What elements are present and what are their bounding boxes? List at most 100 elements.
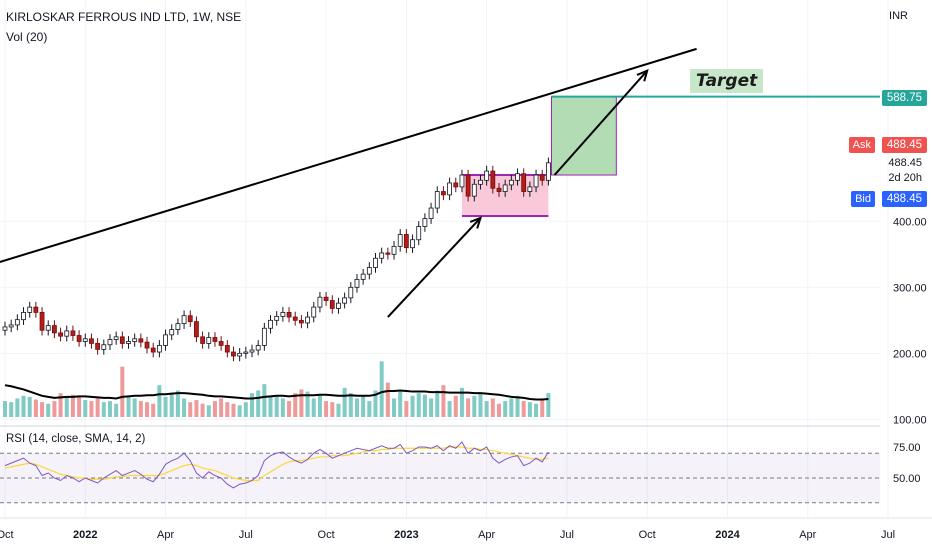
- arrow-shaft: [387, 217, 482, 318]
- candle-body: [181, 315, 187, 325]
- volume-bar: [101, 402, 106, 417]
- arrow-shaft: [553, 70, 648, 176]
- last-price-text: 488.45: [888, 157, 922, 169]
- candle-body: [360, 273, 366, 280]
- resistance-trendline: [0, 47, 697, 263]
- candle-body: [311, 306, 317, 318]
- volume-bar: [27, 396, 32, 417]
- candle-body: [354, 278, 360, 288]
- volume-bar: [188, 402, 193, 417]
- time-axis[interactable]: Oct 2022 Apr Jul Oct 2023 Apr Jul Oct 2024 Apr Jul: [0, 529, 895, 541]
- volume-bar: [534, 403, 539, 417]
- candle-body: [298, 319, 304, 324]
- candle-body: [533, 174, 539, 188]
- candle-body: [329, 300, 335, 309]
- candle-body: [546, 162, 551, 181]
- candle-body: [237, 352, 243, 357]
- volume-bar: [410, 395, 415, 417]
- volume-bar: [373, 390, 378, 417]
- time-tick-label: Oct: [639, 529, 656, 541]
- candle-body: [274, 315, 280, 321]
- candle-body: [521, 173, 527, 192]
- candle-body: [342, 297, 348, 304]
- volume-bar: [83, 400, 88, 417]
- candle-body: [144, 341, 150, 349]
- candle-body: [64, 330, 70, 337]
- volume-bar: [422, 394, 427, 417]
- volume-bar: [546, 393, 551, 417]
- volume-bar: [243, 402, 248, 417]
- volume-bar: [169, 393, 174, 417]
- candle-body: [138, 338, 144, 343]
- price-tick-label: 100.00: [893, 414, 927, 426]
- candle-body: [527, 186, 533, 192]
- volume-indicator-label[interactable]: Vol (20): [6, 30, 48, 44]
- arrow-head: [469, 216, 483, 229]
- time-tick-label: Oct: [318, 529, 335, 541]
- candle-body: [8, 324, 14, 328]
- bid-label: Bid: [851, 191, 875, 207]
- time-tick-label: Apr: [478, 529, 495, 541]
- volume-bar: [175, 390, 180, 417]
- time-tick-label: 2023: [394, 529, 418, 541]
- candlesticks: [2, 157, 551, 362]
- candle-body: [169, 329, 175, 336]
- target-annotation[interactable]: Target: [690, 69, 764, 93]
- candle-body: [416, 226, 422, 241]
- volume-bar: [490, 398, 495, 417]
- volume-bar: [163, 396, 168, 417]
- candle-body: [434, 191, 440, 209]
- candle-body: [76, 335, 82, 342]
- volume-bar: [484, 401, 489, 417]
- candle-body: [218, 341, 224, 346]
- candle-body: [70, 330, 76, 336]
- volume-bar: [256, 390, 261, 417]
- volume-bar: [515, 395, 520, 417]
- candle-body: [113, 336, 119, 340]
- rsi-panel: 75.00 50.00: [0, 441, 921, 504]
- time-tick-label: Jul: [560, 529, 574, 541]
- candle-body: [224, 345, 230, 353]
- volume-bar: [324, 401, 329, 417]
- currency-label: INR: [889, 10, 908, 22]
- volume-bar: [367, 401, 372, 417]
- volume-bar: [194, 400, 199, 417]
- volume-bar: [299, 389, 304, 417]
- volume-bar: [237, 405, 242, 417]
- candle-body: [33, 306, 39, 313]
- volume-bar: [527, 402, 532, 417]
- volume-bar: [472, 395, 477, 417]
- candle-body: [373, 257, 378, 268]
- bid-price-badge: 488.45: [881, 191, 927, 207]
- price-tick-label: 400.00: [893, 216, 927, 228]
- candle-body: [95, 343, 101, 350]
- rsi-indicator-label[interactable]: RSI (14, close, SMA, 14, 2): [6, 433, 146, 445]
- time-tick-label: Oct: [0, 529, 14, 541]
- volume-bar: [200, 403, 205, 417]
- volume-bar: [435, 390, 440, 417]
- volume-ma-line: [4, 384, 549, 401]
- time-tick-label: Apr: [799, 529, 816, 541]
- time-tick-label: Apr: [157, 529, 174, 541]
- drawing-lines[interactable]: [0, 47, 880, 318]
- symbol-title[interactable]: KIRLOSKAR FERROUS IND LTD, 1W, NSE: [6, 10, 242, 24]
- candle-body: [52, 325, 57, 334]
- volume-bars: [3, 361, 551, 417]
- price-axis[interactable]: 400.00 300.00 200.00 100.00: [893, 216, 927, 426]
- volume-bar: [503, 401, 508, 417]
- candle-body: [58, 332, 63, 337]
- price-tick-label: 300.00: [893, 282, 927, 294]
- volume-bar: [453, 395, 458, 417]
- candle-body: [465, 174, 471, 197]
- volume-bar: [441, 385, 446, 417]
- candle-body: [2, 326, 8, 331]
- candle-body: [515, 173, 520, 181]
- volume-bar: [348, 393, 353, 417]
- candle-body: [447, 182, 453, 196]
- volume-bar: [89, 401, 94, 417]
- volume-bar: [250, 393, 254, 417]
- candle-body: [231, 351, 236, 357]
- candle-body: [243, 351, 249, 354]
- candle-body: [82, 338, 88, 342]
